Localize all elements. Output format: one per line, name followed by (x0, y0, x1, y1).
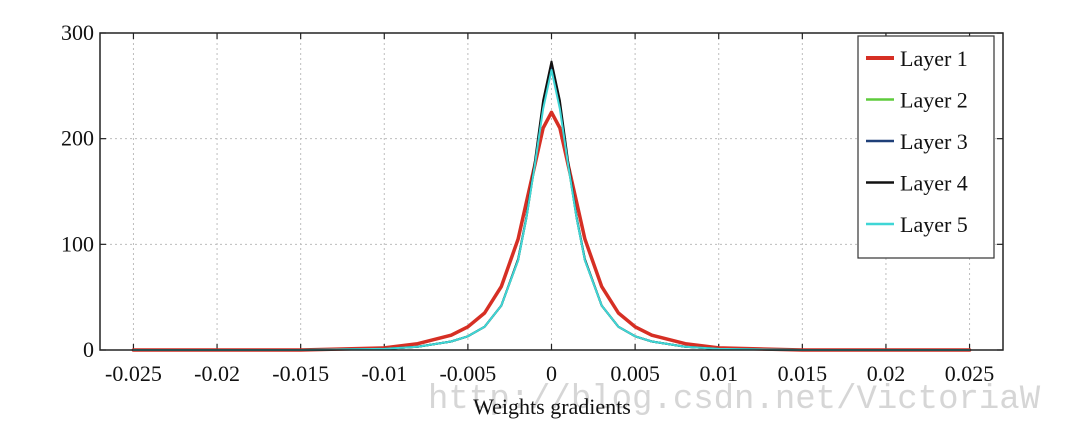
legend-label-layer-1: Layer 1 (900, 46, 968, 71)
series-layer (131, 60, 972, 352)
y-tick-label: 100 (61, 231, 94, 256)
watermark: http://blog.csdn.net/VictoriaW (428, 381, 1041, 419)
series-line-layer-5 (132, 69, 971, 351)
x-tick-label: 0.01 (699, 361, 738, 386)
x-tick-labels: -0.025 -0.02 -0.015 -0.01 -0.005 0 0.005 0.01 0.… (105, 361, 994, 386)
y-tick-labels: 0 100 200 300 (61, 20, 94, 362)
legend-label-layer-3: Layer 3 (900, 129, 968, 154)
legend-label-layer-5: Layer 5 (900, 212, 968, 237)
x-tick-label: -0.025 (105, 361, 162, 386)
x-tick-label: -0.005 (439, 361, 496, 386)
x-axis-label: Weights gradients (473, 394, 631, 419)
x-tick-label: 0.015 (778, 361, 828, 386)
x-tick-label: 0.02 (867, 361, 906, 386)
legend-label-layer-4: Layer 4 (900, 171, 968, 196)
series-line-layer-1 (131, 110, 972, 352)
x-tick-label: 0.025 (945, 361, 995, 386)
x-tick-label: -0.02 (194, 361, 240, 386)
x-tick-label: -0.01 (361, 361, 407, 386)
y-tick-label: 300 (61, 20, 94, 45)
legend-label-layer-2: Layer 2 (900, 88, 968, 113)
legend: Layer 1 Layer 2 Layer 3 Layer 4 Layer 5 (857, 35, 995, 259)
x-tick-label: 0 (546, 361, 557, 386)
x-tick-label: 0.005 (610, 361, 660, 386)
y-tick-label: 200 (61, 126, 94, 151)
y-tick-label: 0 (83, 337, 94, 362)
legend-box (857, 35, 995, 259)
x-tick-label: -0.015 (272, 361, 329, 386)
plot-frame (99, 32, 1004, 351)
